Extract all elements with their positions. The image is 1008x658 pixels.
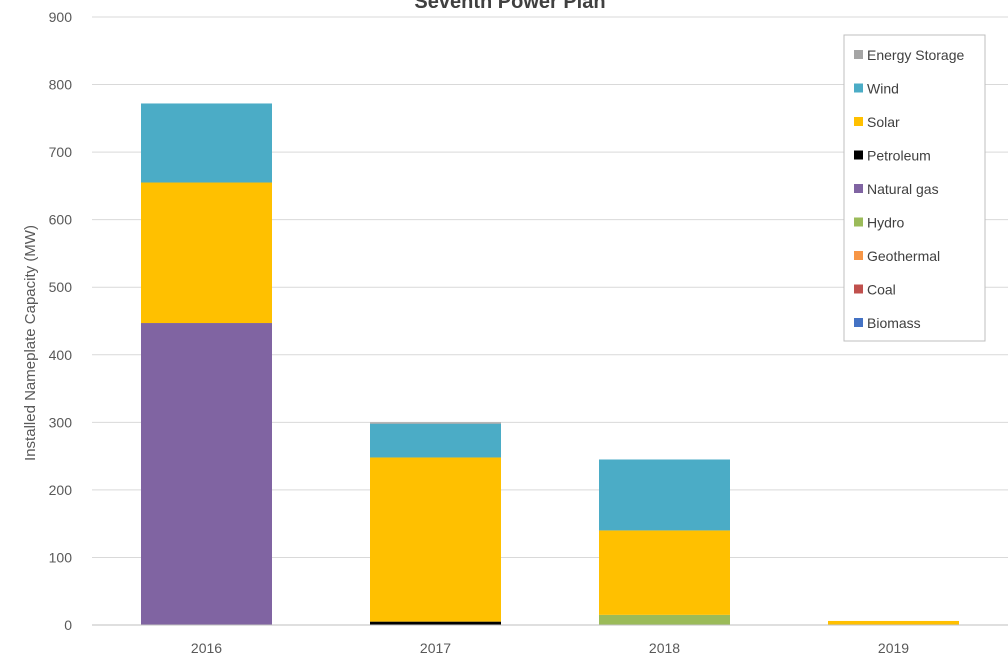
bar-segment-wind xyxy=(599,459,730,531)
bar-segment-solar xyxy=(141,182,272,324)
bar-segment-solar xyxy=(370,457,501,622)
bar-segment-solar xyxy=(828,620,959,625)
y-tick-label: 0 xyxy=(64,617,72,633)
x-tick-label: 2019 xyxy=(878,640,909,656)
legend-swatch xyxy=(854,251,863,260)
legend-swatch xyxy=(854,318,863,327)
y-tick-label: 900 xyxy=(49,9,73,25)
bar-segment-natural-gas xyxy=(141,323,272,625)
y-tick-label: 500 xyxy=(49,279,73,295)
bar-segment-solar xyxy=(599,530,730,615)
legend-label: Geothermal xyxy=(867,248,940,264)
legend-label: Petroleum xyxy=(867,148,931,164)
x-tick-label: 2017 xyxy=(420,640,451,656)
legend-label: Hydro xyxy=(867,215,905,231)
legend-label: Wind xyxy=(867,81,899,97)
legend-swatch xyxy=(854,150,863,160)
x-tick-label: 2018 xyxy=(649,640,680,656)
y-tick-label: 800 xyxy=(49,77,73,93)
legend-swatch xyxy=(854,217,863,227)
chart-title: Seventh Power Plan xyxy=(414,0,605,13)
y-tick-label: 200 xyxy=(49,482,73,498)
bar-segment-wind xyxy=(141,103,272,183)
legend: Energy Storage Wind Solar Petroleum Natural … xyxy=(843,34,986,342)
legend-swatch xyxy=(854,83,863,93)
bar-segment-energy-storage xyxy=(370,422,501,424)
bar-segment-hydro xyxy=(599,614,730,625)
x-tick-label: 2016 xyxy=(191,640,222,656)
legend-label: Energy Storage xyxy=(867,47,964,63)
legend-swatch xyxy=(854,184,863,193)
y-tick-label: 100 xyxy=(49,549,73,565)
legend-label: Natural gas xyxy=(867,181,939,197)
y-tick-label: 400 xyxy=(49,347,73,363)
y-tick-label: 700 xyxy=(49,144,73,160)
y-tick-label: 600 xyxy=(49,212,73,228)
legend-swatch xyxy=(854,284,863,294)
legend-label: Coal xyxy=(867,282,896,298)
bars xyxy=(141,103,959,625)
legend-label: Solar xyxy=(867,114,900,130)
legend-box xyxy=(843,34,986,342)
y-tick-label: 300 xyxy=(49,414,73,430)
y-axis-title: Installed Nameplate Capacity (MW) xyxy=(22,225,39,461)
legend-label: Biomass xyxy=(867,315,921,331)
legend-swatch xyxy=(854,117,863,126)
legend-swatch xyxy=(854,50,863,59)
bar-segment-petroleum xyxy=(370,621,501,625)
bar-segment-wind xyxy=(370,423,501,458)
axes: 0 100 200 300 400 500 600 700 800 900 2016 2017 2018… xyxy=(49,9,1008,656)
